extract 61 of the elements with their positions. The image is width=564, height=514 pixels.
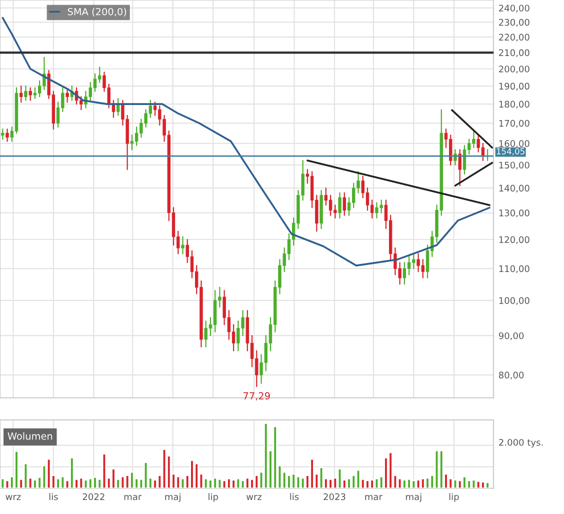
y-tick-label: 200,00 <box>499 66 530 74</box>
bar <box>416 479 421 488</box>
y-tick-label: 190,00 <box>499 82 530 90</box>
y-tick-label: 130,00 <box>499 210 530 218</box>
bar <box>397 478 402 488</box>
y-tick-label: 180,00 <box>499 100 530 109</box>
x-tick-label: 2022 <box>82 493 104 500</box>
x-tick-label: wrz <box>6 494 21 500</box>
bar <box>120 476 126 488</box>
candlestick <box>1 128 4 140</box>
x-tick-label: lip <box>208 493 218 502</box>
bar <box>180 478 186 488</box>
candlestick <box>181 236 184 254</box>
x-tick-label: maj <box>406 493 422 502</box>
candlestick <box>338 192 342 218</box>
y-tick-label: 220,00 <box>499 34 530 42</box>
bar <box>452 479 458 488</box>
bar <box>23 462 28 488</box>
bar <box>434 450 440 488</box>
y-tick-label: 230,00 <box>499 18 530 27</box>
bar <box>300 477 306 488</box>
y-tick-label: 90,00 <box>498 332 524 340</box>
x-tick-label: lis <box>290 493 299 500</box>
candlestick <box>66 88 69 103</box>
candlestick <box>458 149 462 186</box>
y-tick-label: 160,00 <box>499 140 530 148</box>
x-tick-label: maj <box>165 493 180 502</box>
text: Wolumen <box>8 432 52 440</box>
candlestick <box>342 192 346 216</box>
candlestick <box>28 87 32 101</box>
candlestick <box>130 134 134 150</box>
x-tick-label: 2023 <box>324 493 346 500</box>
y-tick-label: 120,00 <box>499 236 530 244</box>
ref-line-label: 154,05 <box>496 148 524 156</box>
y-tick-label: 100,00 <box>499 297 530 305</box>
candlestick <box>20 85 23 103</box>
legend-label: SMA (200,0) <box>68 8 126 16</box>
bar <box>83 479 88 488</box>
bar <box>356 469 361 488</box>
y-tick-label: 240,00 <box>499 4 530 12</box>
x-tick-label: wrz <box>246 494 262 500</box>
x-tick-label: lis <box>49 493 58 500</box>
y-tick-label: 210,00 <box>499 49 530 58</box>
annotation: 77,29 <box>244 392 270 401</box>
candlestick <box>24 85 28 101</box>
y-tick-label: 170,00 <box>499 120 530 128</box>
bar <box>102 453 107 488</box>
y-tick-label: 110,00 <box>499 265 530 274</box>
x-tick-label: mar <box>365 494 382 500</box>
bar <box>162 448 167 488</box>
x-tick-label: mar <box>124 494 142 500</box>
text: 2.000 tys. <box>499 438 543 448</box>
candlestick <box>402 262 406 285</box>
bar <box>4 480 10 488</box>
y-tick-label: 80,00 <box>498 372 524 380</box>
bar <box>337 468 342 488</box>
x-tick-label: lip <box>449 493 459 502</box>
candlestick <box>6 128 9 142</box>
bar <box>374 478 380 488</box>
y-tick-label: 140,00 <box>499 184 530 192</box>
y-tick-label: 150,00 <box>499 162 530 170</box>
